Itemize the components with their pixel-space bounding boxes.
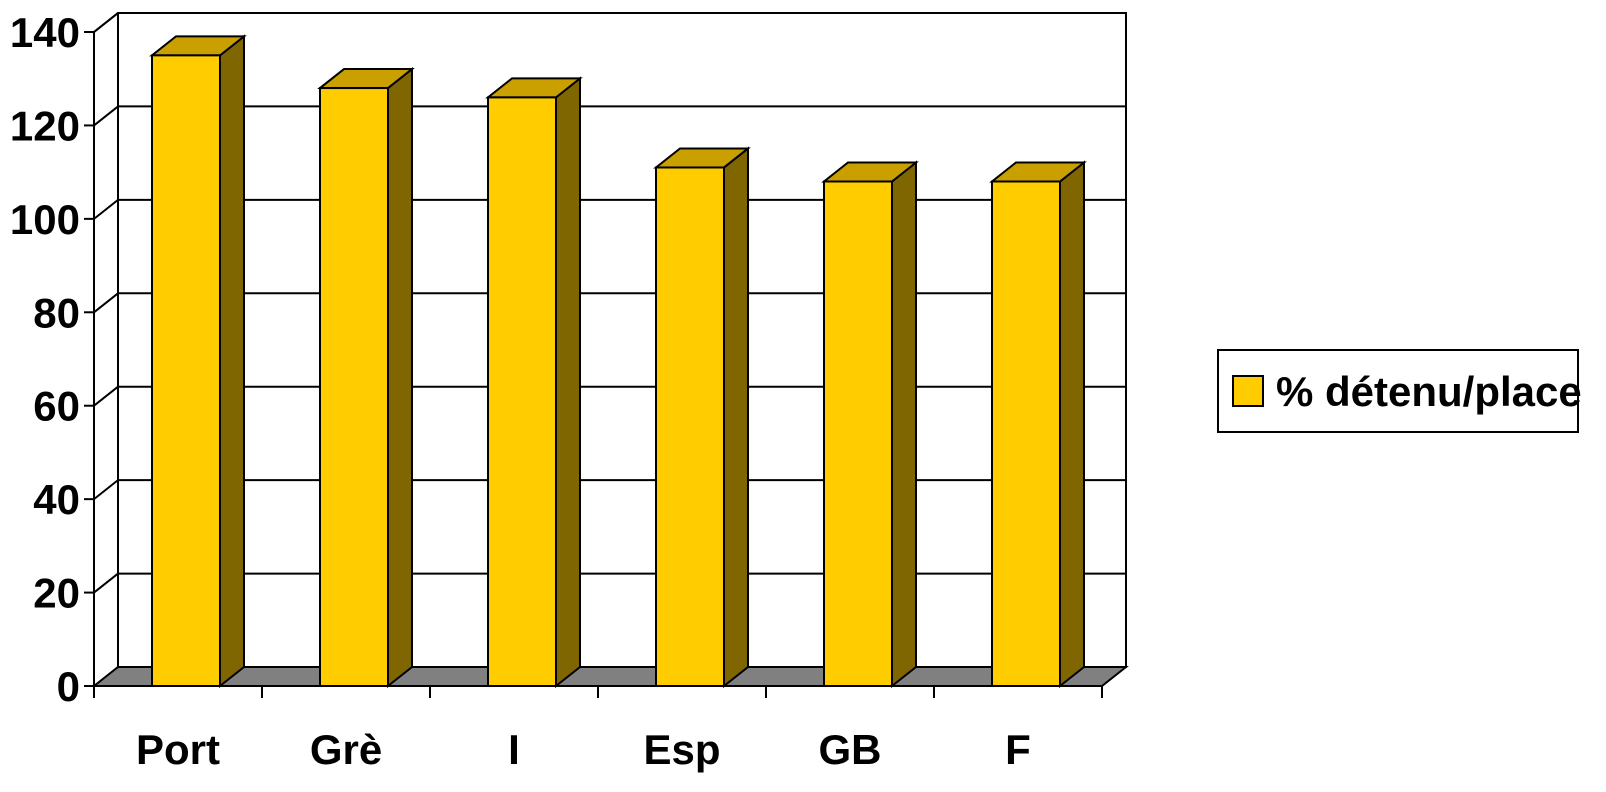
bar-side <box>723 146 749 689</box>
bar <box>149 34 247 689</box>
x-tick-label: I <box>508 726 520 773</box>
y-tick-label: 40 <box>33 476 80 523</box>
gridline-side <box>93 572 119 594</box>
gridline-side <box>93 292 119 314</box>
bar <box>317 66 415 689</box>
y-tick-label: 20 <box>33 570 80 617</box>
x-tick-label: Esp <box>643 726 720 773</box>
x-tick-label: Grè <box>310 726 382 773</box>
legend-swatch <box>1232 375 1264 407</box>
bar-side <box>1059 160 1085 689</box>
legend-box <box>1217 349 1579 433</box>
gridline-side <box>93 479 119 500</box>
bar-side <box>555 76 581 689</box>
y-tick-label: 60 <box>33 383 80 430</box>
gridlines <box>93 12 1127 668</box>
bar-front <box>655 166 725 687</box>
gridline-side <box>93 105 119 127</box>
x-tick-label: GB <box>819 726 882 773</box>
chart-floor <box>91 666 1129 687</box>
bar <box>821 160 919 689</box>
axis-labels: 0 20 40 60 80 100 120 140 Port Grè I Esp GB F <box>10 9 1031 773</box>
gridline-side <box>93 199 119 220</box>
y-tick-label: 120 <box>10 102 80 149</box>
bars <box>149 34 1087 689</box>
y-tick-label: 100 <box>10 196 80 243</box>
back-wall <box>117 12 1127 668</box>
bar-front <box>991 180 1061 687</box>
bar <box>485 76 583 689</box>
chart-floor-plane <box>91 666 1129 687</box>
y-tick-label: 0 <box>57 663 80 710</box>
legend: % détenu/place <box>1217 349 1582 433</box>
bar-side <box>891 160 917 689</box>
gridline-side <box>93 385 119 407</box>
bar-side <box>387 66 413 689</box>
bar-front <box>151 54 221 688</box>
bar-front <box>487 96 557 687</box>
x-tick-label: F <box>1005 726 1031 773</box>
bar-front <box>823 180 893 687</box>
bar <box>989 160 1087 689</box>
bar-side <box>219 34 245 689</box>
y-tick-label: 140 <box>10 9 80 56</box>
side-wall-top <box>93 12 119 33</box>
bar <box>653 146 751 689</box>
y-tick-label: 80 <box>33 289 80 336</box>
legend-label: % détenu/place <box>1276 368 1582 415</box>
axes <box>84 12 1103 698</box>
bar-front <box>319 87 389 688</box>
x-tick-label: Port <box>136 726 220 773</box>
